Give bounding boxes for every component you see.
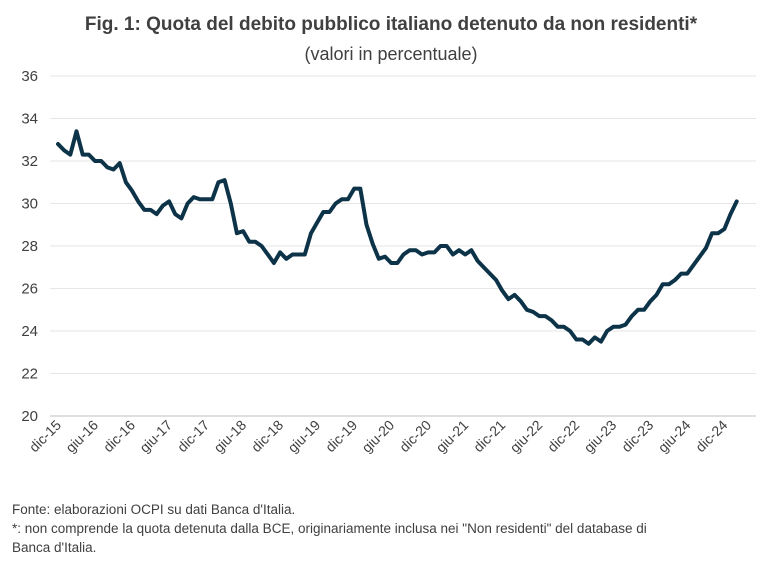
x-tick-label: dic-17 <box>174 417 212 455</box>
y-tick-label: 34 <box>21 111 38 128</box>
x-tick-label: giu-20 <box>358 417 397 456</box>
footnote-note: *: non comprende la quota detenuta dalla… <box>12 521 647 536</box>
x-axis: dic-15giu-16dic-16giu-17dic-17giu-18dic-… <box>26 417 731 456</box>
x-tick-label: giu-21 <box>433 417 472 456</box>
y-tick-label: 26 <box>21 281 38 298</box>
x-tick-label: dic-21 <box>470 417 508 455</box>
x-tick-label: dic-23 <box>618 417 656 455</box>
y-tick-label: 24 <box>21 323 38 340</box>
x-tick-label: dic-18 <box>248 417 286 455</box>
chart-title: Fig. 1: Quota del debito pubblico italia… <box>84 14 698 35</box>
footnote-source: Fonte: elaborazioni OCPI su dati Banca d… <box>12 502 296 517</box>
y-tick-label: 20 <box>21 408 38 425</box>
x-tick-label: giu-16 <box>62 417 101 456</box>
gridlines <box>50 75 756 417</box>
y-tick-label: 30 <box>21 196 38 213</box>
x-tick-label: giu-23 <box>581 417 620 456</box>
y-tick-label: 28 <box>21 238 38 255</box>
footnote-note-continued: Banca d'Italia. <box>12 540 97 555</box>
x-tick-label: giu-17 <box>136 417 175 456</box>
x-tick-label: dic-24 <box>692 417 730 455</box>
y-tick-label: 22 <box>21 366 38 383</box>
chart-subtitle: (valori in percentuale) <box>304 44 478 64</box>
y-tick-label: 32 <box>21 153 38 170</box>
x-tick-label: dic-19 <box>322 417 360 455</box>
y-tick-label: 36 <box>21 68 38 85</box>
line-chart: 20 22 24 26 28 30 32 34 36 dic-15giu-16dic-16giu… <box>21 68 756 456</box>
x-tick-label: giu-19 <box>284 417 323 456</box>
x-tick-label: dic-16 <box>100 417 138 455</box>
x-tick-label: dic-22 <box>544 417 582 455</box>
x-tick-label: giu-22 <box>507 417 546 456</box>
series-line <box>56 129 739 346</box>
y-axis: 20 22 24 26 28 30 32 34 36 <box>21 68 38 425</box>
x-tick-label: dic-20 <box>396 417 434 455</box>
series-layer <box>56 129 739 346</box>
x-tick-label: giu-18 <box>210 417 249 456</box>
x-tick-label: giu-24 <box>655 417 694 456</box>
